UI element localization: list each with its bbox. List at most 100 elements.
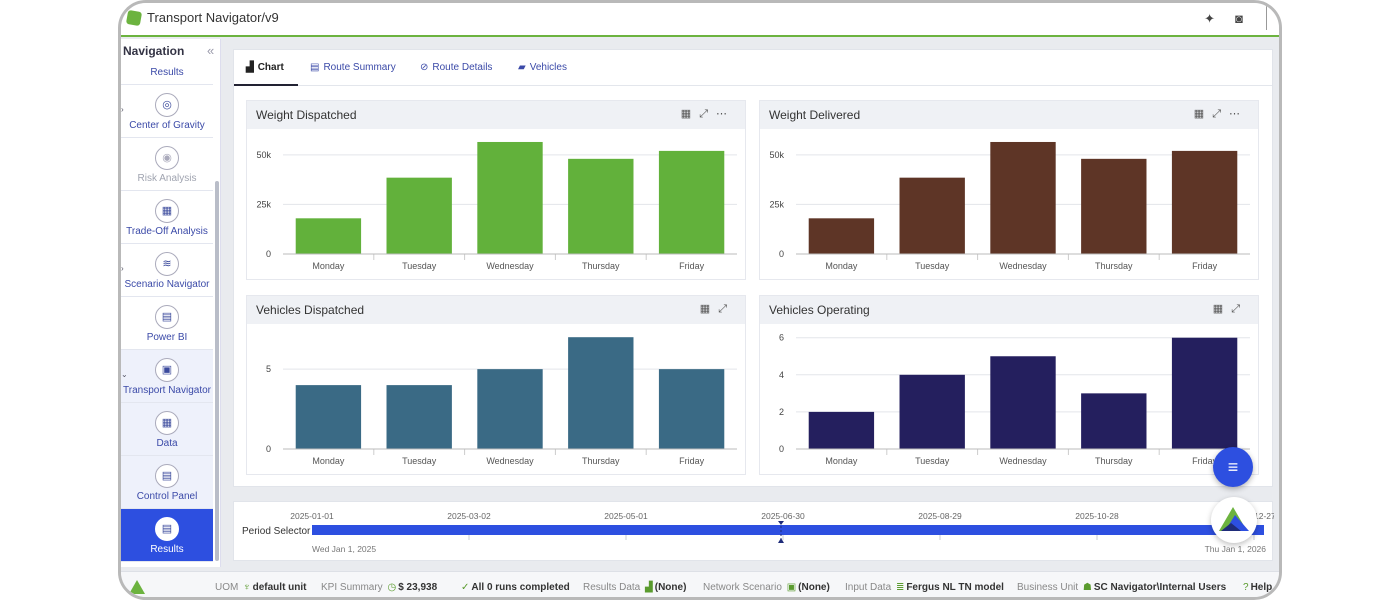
kpi-status[interactable]: KPI Summary ◷ $ 23,938 [321,582,437,593]
transport-icon: ▣ [155,358,179,382]
bar[interactable] [990,141,1056,254]
input-data-status[interactable]: Input Data ≣ Fergus NL TN model [845,582,1004,593]
card-header: Weight Delivered ▦⤢⋯ [760,101,1258,129]
bar[interactable] [658,369,725,449]
menu-icon: ≡ [1227,457,1239,477]
sidebar-item-label: Trade-Off Analysis [126,226,208,237]
x-tick-label: Tuesday [915,456,950,466]
help-status[interactable]: ? Help [1241,582,1272,593]
sidebar-item-transport-navigator[interactable]: ⌄ ▣ Transport Navigator [121,350,213,403]
bar[interactable] [386,385,452,449]
chart-title: Vehicles Dispatched [256,303,365,317]
uom-status[interactable]: UOM ♆ default unit [215,582,307,593]
sidebar-item-power-bi[interactable]: ▤ Power BI [121,297,213,350]
app-window: Transport Navigator/v9 ✦ ◙ Navigation « … [118,0,1282,600]
expand-icon[interactable]: ⤢ [699,108,716,120]
kpi-label: KPI Summary [321,582,383,593]
x-tick-label: Monday [312,456,345,466]
tab-label: Route Summary [323,62,396,73]
collapse-icon[interactable]: « [207,43,215,58]
sidebar-item-center-of-gravity[interactable]: › ◎ Center of Gravity [121,85,213,138]
period-timeline[interactable]: 2025-01-01 2025-03-02 2025-05-01 2025-06-30… [234,502,1274,562]
bar[interactable] [899,374,965,449]
target-icon: ◎ [155,93,179,117]
sidebar-item-scenario-navigator[interactable]: › ≋ Scenario Navigator [121,244,213,297]
bar[interactable] [295,385,362,449]
runs-status[interactable]: ✓ All 0 runs completed [459,582,570,593]
active-tab-indicator [234,84,298,86]
sidebar-item-label: Center of Gravity [129,120,205,131]
bar[interactable] [1171,150,1238,254]
table-view-icon[interactable]: ▦ [1212,303,1232,315]
sidebar-item-results[interactable]: ▤ Results [121,509,213,562]
table-view-icon[interactable]: ▦ [1193,108,1213,120]
business-unit-status[interactable]: Business Unit ☗ SC Navigator\Internal Use… [1017,582,1226,593]
chart-card-weight-delivered: Weight Delivered ▦⤢⋯ 0 25k 50k Monday Tuesda… [759,100,1259,280]
x-tick-label: Friday [679,456,705,466]
help-icon: ? [1243,582,1249,593]
tab-vehicles[interactable]: ▰ Vehicles [518,62,567,73]
results-data-status[interactable]: Results Data ▟ (None) [583,582,686,593]
camera-icon[interactable]: ◙ [1235,11,1243,26]
input-data-value: Fergus NL TN model [906,582,1004,593]
period-tick-label: 2025-08-29 [918,511,962,521]
table-view-icon[interactable]: ▦ [699,303,719,315]
bar[interactable] [1171,337,1238,449]
sidebar-item-risk-analysis[interactable]: ◉ Risk Analysis [121,138,213,191]
bar[interactable] [295,218,362,254]
panel-icon: ▤ [155,464,179,488]
bar[interactable] [658,150,725,254]
bar[interactable] [568,337,634,449]
x-tick-label: Monday [825,261,858,271]
sidebar-item-data[interactable]: ▦ Data [121,403,213,456]
y-tick-label: 50k [256,150,271,160]
expand-icon[interactable]: ⤢ [1231,303,1248,315]
period-end-label: Thu Jan 1, 2026 [1205,544,1267,554]
tab-chart[interactable]: ▟ Chart [246,62,284,73]
bar[interactable] [1081,158,1147,254]
bar[interactable] [477,369,543,449]
bar[interactable] [899,177,965,254]
period-tick-label: 2025-01-01 [290,511,334,521]
sparkle-icon[interactable]: ✦ [1204,11,1215,26]
bar[interactable] [1081,393,1147,449]
table-view-icon[interactable]: ▦ [680,108,700,120]
bar[interactable] [568,158,634,254]
expand-icon[interactable]: ⤢ [1212,108,1229,120]
menu-fab-button[interactable]: ≡ [1213,447,1253,487]
y-tick-label: 6 [779,333,784,343]
business-unit-label: Business Unit [1017,582,1079,593]
network-icon: ▣ [786,582,797,593]
expand-icon[interactable]: ⤢ [718,303,735,315]
bar[interactable] [808,411,875,449]
database-icon: ≣ [895,582,905,593]
tab-route-summary[interactable]: ▤ Route Summary [310,62,396,73]
period-range-bar[interactable] [312,525,1264,535]
bar[interactable] [386,177,452,254]
sidebar-item-trade-off-analysis[interactable]: ▦ Trade-Off Analysis [121,191,213,244]
chart-title: Weight Dispatched [256,108,357,122]
network-scenario-status[interactable]: Network Scenario ▣ (None) [703,582,830,593]
card-header: Vehicles Operating ▦⤢ [760,296,1258,324]
brand-badge[interactable] [1211,497,1257,543]
tradeoff-icon: ▦ [155,199,179,223]
more-icon[interactable]: ⋯ [1229,108,1248,120]
sidebar-scrollbar[interactable] [215,181,219,561]
x-tick-label: Tuesday [402,456,437,466]
list-icon: ▤ [310,62,320,73]
truck-icon: ▰ [518,62,526,73]
tab-route-details[interactable]: ⊘ Route Details [420,62,492,73]
bar[interactable] [808,218,875,254]
sidebar-item-control-panel[interactable]: ▤ Control Panel [121,456,213,509]
bar[interactable] [477,141,543,254]
app-logo-icon [125,9,143,27]
results-data-value: (None) [654,582,687,593]
more-icon[interactable]: ⋯ [716,108,735,120]
vehicles-dispatched-chart: 0 5 Monday Tuesday Wednesday Thursday Friday [266,337,737,466]
chart-card-weight-dispatched: Weight Dispatched ▦⤢⋯ 0 25k 50k Monday Tuesd… [246,100,746,280]
sidebar-item-label: Control Panel [136,491,198,502]
bar[interactable] [990,356,1056,449]
period-selector: Period Selector 2025-01-01 2025-03-02 2025… [233,501,1274,562]
x-tick-label: Tuesday [915,261,950,271]
sidebar-item-results-top[interactable]: Results [121,61,213,85]
